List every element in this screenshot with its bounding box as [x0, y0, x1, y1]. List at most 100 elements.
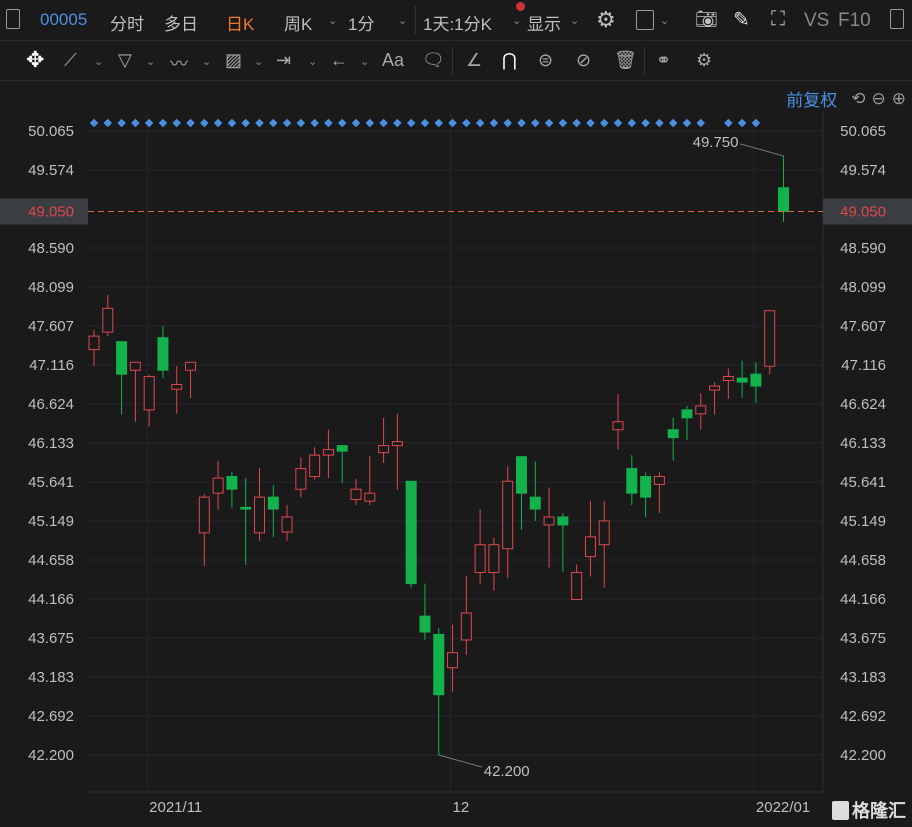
- event-marker: [682, 118, 692, 128]
- adjust-mode-button[interactable]: 前复权: [786, 91, 838, 110]
- candle-down: [240, 506, 252, 510]
- event-marker: [131, 118, 140, 128]
- candle-down: [667, 429, 679, 439]
- zoom-out-icon[interactable]: ⊖: [871, 88, 886, 108]
- watermark-logo: 格隆汇: [832, 797, 906, 823]
- tab-1min[interactable]: 1分: [348, 15, 375, 34]
- y-tick-label-left: 45.149: [28, 513, 74, 530]
- event-marker: [655, 118, 664, 128]
- y-tick-label-right: 43.183: [840, 669, 886, 686]
- candle-down: [640, 476, 652, 498]
- y-tick-label-right: 48.590: [840, 240, 886, 257]
- chevron-down-icon[interactable]: ⌄: [94, 56, 104, 68]
- arrow-icon[interactable]: ←: [330, 50, 348, 70]
- range-select[interactable]: 1天:1分K: [423, 15, 492, 34]
- line-icon[interactable]: ⟋: [64, 50, 77, 70]
- y-tick-label-left: 48.099: [28, 279, 74, 296]
- stock-code[interactable]: 00005: [40, 10, 88, 29]
- main-toolbar: 00005 分时 多日 日K 周K ⌄ 1分 ⌄ 1天:1分K ⌄ 显示 ⌄ ⚙…: [0, 0, 912, 41]
- candle-up: [612, 421, 624, 431]
- candle-down: [736, 377, 748, 383]
- tab-daily-k[interactable]: 日K: [226, 15, 255, 34]
- y-tick-label-right: 44.166: [840, 591, 886, 608]
- lock-icon[interactable]: ⊜: [538, 50, 554, 70]
- polyline-icon[interactable]: ▽: [118, 50, 132, 70]
- y-tick-label-right: 42.692: [840, 708, 886, 725]
- y-tick-label-right: 45.641: [840, 474, 886, 491]
- tab-intraday[interactable]: 分时: [110, 15, 144, 34]
- magnet-icon[interactable]: ⋂: [502, 50, 517, 70]
- hide-icon[interactable]: ⊘: [576, 50, 592, 70]
- event-marker: [448, 118, 457, 128]
- zoom-in-icon[interactable]: ⊕: [891, 88, 906, 108]
- y-tick-label-left: 43.675: [28, 630, 74, 647]
- compare-icon[interactable]: ⚭: [656, 50, 672, 70]
- event-marker: [351, 118, 361, 128]
- chevron-down-icon[interactable]: ⌄: [146, 56, 156, 68]
- candle-up: [185, 361, 197, 371]
- event-marker: [255, 118, 264, 128]
- high-label: 49.750: [693, 134, 739, 151]
- event-marker: [558, 118, 568, 128]
- chevron-down-icon[interactable]: ⌄: [512, 15, 522, 27]
- y-tick-label-left: 42.692: [28, 708, 74, 725]
- text-icon[interactable]: Aa: [382, 50, 405, 70]
- candle-down: [681, 409, 693, 419]
- event-marker: [337, 118, 347, 128]
- chevron-down-icon[interactable]: ⌄: [398, 15, 408, 27]
- chevron-down-icon[interactable]: ⌄: [202, 56, 212, 68]
- current-price-left: 49.050: [28, 204, 74, 221]
- event-marker: [393, 118, 402, 128]
- undo-icon[interactable]: ⟲: [851, 88, 866, 108]
- fullscreen-icon[interactable]: ⛶: [771, 8, 785, 30]
- comment-icon[interactable]: 🗨︎: [422, 50, 445, 70]
- notification-dot: [516, 2, 525, 11]
- wave-icon[interactable]: 〰: [170, 54, 188, 74]
- chevron-down-icon[interactable]: ⌄: [570, 15, 580, 27]
- f10-button[interactable]: F10: [838, 10, 871, 31]
- chevron-down-icon[interactable]: ⌄: [360, 56, 370, 68]
- divider: [452, 47, 453, 75]
- y-tick-label-right: 48.099: [840, 279, 886, 296]
- event-marker: [531, 118, 540, 128]
- settings-icon[interactable]: ⚙: [596, 7, 616, 32]
- event-marker: [751, 118, 761, 128]
- chevron-down-icon[interactable]: ⌄: [660, 15, 670, 27]
- fib-icon[interactable]: ▨: [225, 50, 243, 70]
- event-marker: [103, 118, 113, 128]
- display-menu[interactable]: 显示: [527, 15, 561, 34]
- settings-icon[interactable]: ⚙: [696, 50, 713, 70]
- layout-icon[interactable]: [636, 10, 654, 30]
- y-tick-label-left: 50.065: [28, 123, 74, 140]
- pen-icon[interactable]: ∠: [466, 50, 483, 70]
- tab-multiday[interactable]: 多日: [164, 15, 198, 34]
- sidebar-toggle-icon[interactable]: [6, 9, 20, 29]
- y-tick-label-left: 42.200: [28, 747, 74, 764]
- high-leader: [740, 143, 784, 157]
- chevron-down-icon[interactable]: ⌄: [308, 56, 318, 68]
- candle-up: [378, 445, 390, 454]
- candle-up: [695, 405, 707, 415]
- candle-up: [391, 441, 403, 447]
- camera-icon[interactable]: 📷︎: [695, 9, 718, 29]
- pen-icon[interactable]: ✎: [733, 9, 750, 31]
- trash-icon[interactable]: 🗑︎: [614, 50, 637, 70]
- event-marker: [144, 118, 154, 128]
- event-marker: [158, 118, 168, 128]
- tab-weekly-k[interactable]: 周K: [284, 15, 313, 34]
- chevron-down-icon[interactable]: ⌄: [328, 15, 338, 27]
- event-marker: [724, 118, 733, 128]
- panel-toggle-icon[interactable]: [890, 9, 904, 29]
- vs-button[interactable]: VS: [804, 10, 830, 31]
- y-tick-label-right: 47.607: [840, 318, 886, 335]
- event-marker: [365, 118, 375, 128]
- y-tick-label-left: 48.590: [28, 240, 74, 257]
- x-tick-label: 2022/01: [756, 799, 810, 816]
- candle-up: [364, 492, 376, 502]
- move-icon[interactable]: ✥: [26, 47, 45, 72]
- chevron-down-icon[interactable]: ⌄: [254, 56, 264, 68]
- divider: [644, 47, 645, 75]
- event-marker: [310, 118, 319, 128]
- measure-icon[interactable]: ⇥: [276, 50, 292, 70]
